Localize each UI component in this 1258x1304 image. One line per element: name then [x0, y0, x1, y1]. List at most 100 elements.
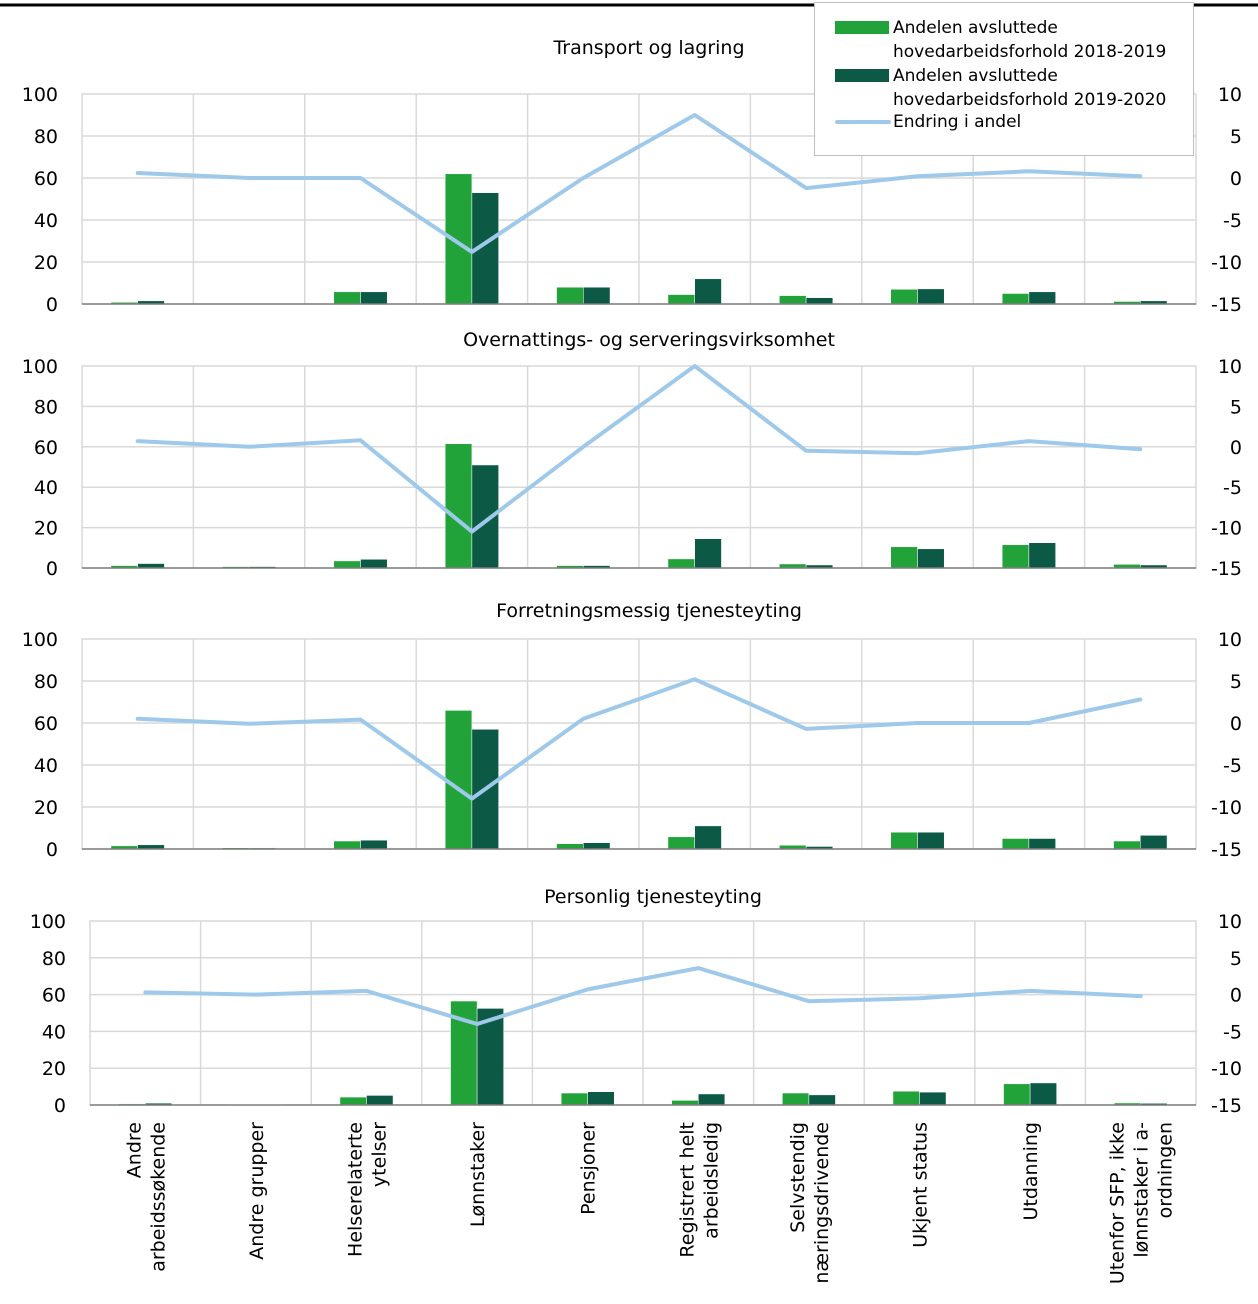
right-axis-tick-label: 0: [1230, 985, 1242, 1007]
legend-swatch-2019-2020: [835, 69, 889, 82]
right-axis-tick-label: -15: [1211, 839, 1242, 861]
bar-2018-2019: [444, 443, 473, 569]
right-axis-tick-label: -5: [1223, 477, 1242, 499]
bar-2018-2019: [890, 546, 918, 569]
left-axis-tick-label: 20: [34, 252, 58, 274]
right-axis-tick-label: 5: [1230, 126, 1242, 148]
chart-panel: Overnattings- og serveringsvirksomhet 0 20…: [22, 329, 1242, 580]
bar-2019-2020: [1140, 835, 1168, 850]
bar-2018-2019: [556, 843, 584, 850]
category-label-line: Pensjoner: [578, 1122, 600, 1215]
bar-2019-2020: [917, 548, 945, 569]
bar-2019-2020: [917, 288, 945, 305]
bar-2019-2020: [360, 839, 388, 850]
category-label-line: arbeidssøkende: [147, 1122, 169, 1272]
bar-2019-2020: [919, 1091, 947, 1106]
change-line: [143, 966, 1143, 1026]
bar-2019-2020: [360, 559, 388, 569]
left-axis-tick-label: 40: [34, 477, 58, 499]
category-label: Utdanning: [1020, 1122, 1042, 1221]
bar-2018-2019: [1001, 293, 1030, 305]
left-axis-tick-label: 0: [46, 839, 58, 861]
bar-2019-2020: [1028, 838, 1056, 850]
right-axis-tick-label: -10: [1211, 1058, 1242, 1080]
legend-label-change: Endring i andel: [893, 112, 1022, 132]
category-label-line: Andre grupper: [246, 1122, 268, 1260]
category-label-line: næringsdrivende: [811, 1122, 833, 1284]
left-axis-tick-label: 0: [46, 558, 58, 580]
right-axis-tick-label: 0: [1230, 713, 1242, 735]
left-axis-tick-label: 40: [34, 755, 58, 777]
bar-2018-2019: [1001, 838, 1030, 850]
right-axis-tick-label: -10: [1211, 252, 1242, 274]
category-label-line: Helserelaterte: [345, 1122, 367, 1257]
right-axis-tick-label: 10: [1218, 629, 1242, 651]
change-line: [135, 677, 1143, 801]
bar-2018-2019: [333, 840, 361, 850]
bar-2018-2019: [556, 286, 584, 305]
category-label-line: Utenfor SFP, ikke: [1107, 1122, 1129, 1284]
category-label: Utenfor SFP, ikke lønnstaker i a-ordninge…: [1107, 1122, 1177, 1284]
bar-2019-2020: [583, 286, 611, 305]
bar-2018-2019: [782, 1092, 810, 1106]
bar-2019-2020: [360, 291, 388, 305]
category-label-line: Utdanning: [1020, 1122, 1042, 1221]
right-axis-tick-label: -5: [1223, 1021, 1242, 1043]
left-axis-tick-label: 80: [34, 671, 58, 693]
panel-title: Overnattings- og serveringsvirksomhet: [463, 329, 835, 351]
right-axis-tick-label: 10: [1218, 356, 1242, 378]
bar-2019-2020: [587, 1091, 615, 1106]
category-label-line: Ukjent status: [910, 1122, 932, 1248]
bar-2018-2019: [667, 294, 695, 305]
left-axis-tick-label: 80: [34, 396, 58, 418]
bar-2019-2020: [805, 297, 834, 305]
bar-2019-2020: [694, 538, 722, 569]
left-axis-tick-label: 40: [34, 210, 58, 232]
bar-2018-2019: [339, 1096, 367, 1106]
bar-2018-2019: [667, 558, 695, 569]
right-axis-tick-label: -5: [1223, 755, 1242, 777]
legend-label-line2: hovedarbeidsforhold 2018-2019: [893, 42, 1167, 62]
bar-2019-2020: [917, 831, 945, 850]
right-axis-tick-label: 10: [1218, 911, 1242, 933]
category-label: Helserelaterte ytelser: [345, 1122, 391, 1257]
left-axis-tick-label: 60: [34, 168, 58, 190]
bar-2018-2019: [667, 836, 695, 850]
panel-title: Transport og lagring: [552, 37, 744, 59]
left-axis-tick-label: 80: [34, 126, 58, 148]
left-axis-tick-label: 100: [22, 356, 58, 378]
panel-title: Forretningsmessig tjenesteyting: [496, 600, 802, 622]
legend-swatch-2018-2019: [835, 21, 889, 34]
category-label: Registrert helt arbeidsledig: [676, 1122, 722, 1258]
bar-2018-2019: [444, 710, 473, 850]
chart-panels: Transport og lagring020406080100-15-10-5…: [22, 37, 1242, 1117]
left-axis-tick-label: 0: [46, 294, 58, 316]
bar-2018-2019: [560, 1092, 588, 1106]
bar-2019-2020: [1029, 1082, 1057, 1106]
bar-2019-2020: [694, 278, 722, 305]
category-axis-labels: Andre arbeidssøkende Andre grupper Helserel…: [123, 1122, 1176, 1284]
change-line: [135, 364, 1143, 534]
category-label-line: arbeidsledig: [700, 1122, 722, 1239]
right-axis-tick-label: 0: [1230, 168, 1242, 190]
bar-2018-2019: [1003, 1083, 1031, 1106]
left-axis-tick-label: 60: [34, 713, 58, 735]
category-label: Ukjent status: [910, 1122, 932, 1248]
legend: Andelen avsluttede hovedarbeidsforhold 2…: [814, 2, 1194, 156]
bar-2019-2020: [1028, 291, 1056, 305]
right-axis-tick-label: -10: [1211, 797, 1242, 819]
legend-label-line1: Andelen avsluttede: [893, 18, 1058, 38]
left-axis-tick-label: 20: [34, 797, 58, 819]
bar-2018-2019: [779, 295, 807, 305]
right-axis-tick-label: -15: [1211, 1095, 1242, 1117]
bar-2018-2019: [890, 289, 918, 305]
right-axis-tick-label: 5: [1230, 948, 1242, 970]
category-label: Andre grupper: [246, 1122, 268, 1260]
bar-2019-2020: [694, 825, 722, 850]
bar-2018-2019: [1113, 840, 1141, 850]
left-axis-tick-label: 60: [42, 985, 66, 1007]
category-label: Lønnstaker: [467, 1122, 489, 1227]
legend-label-line2: hovedarbeidsforhold 2019-2020: [893, 90, 1167, 110]
left-axis-tick-label: 20: [34, 518, 58, 540]
